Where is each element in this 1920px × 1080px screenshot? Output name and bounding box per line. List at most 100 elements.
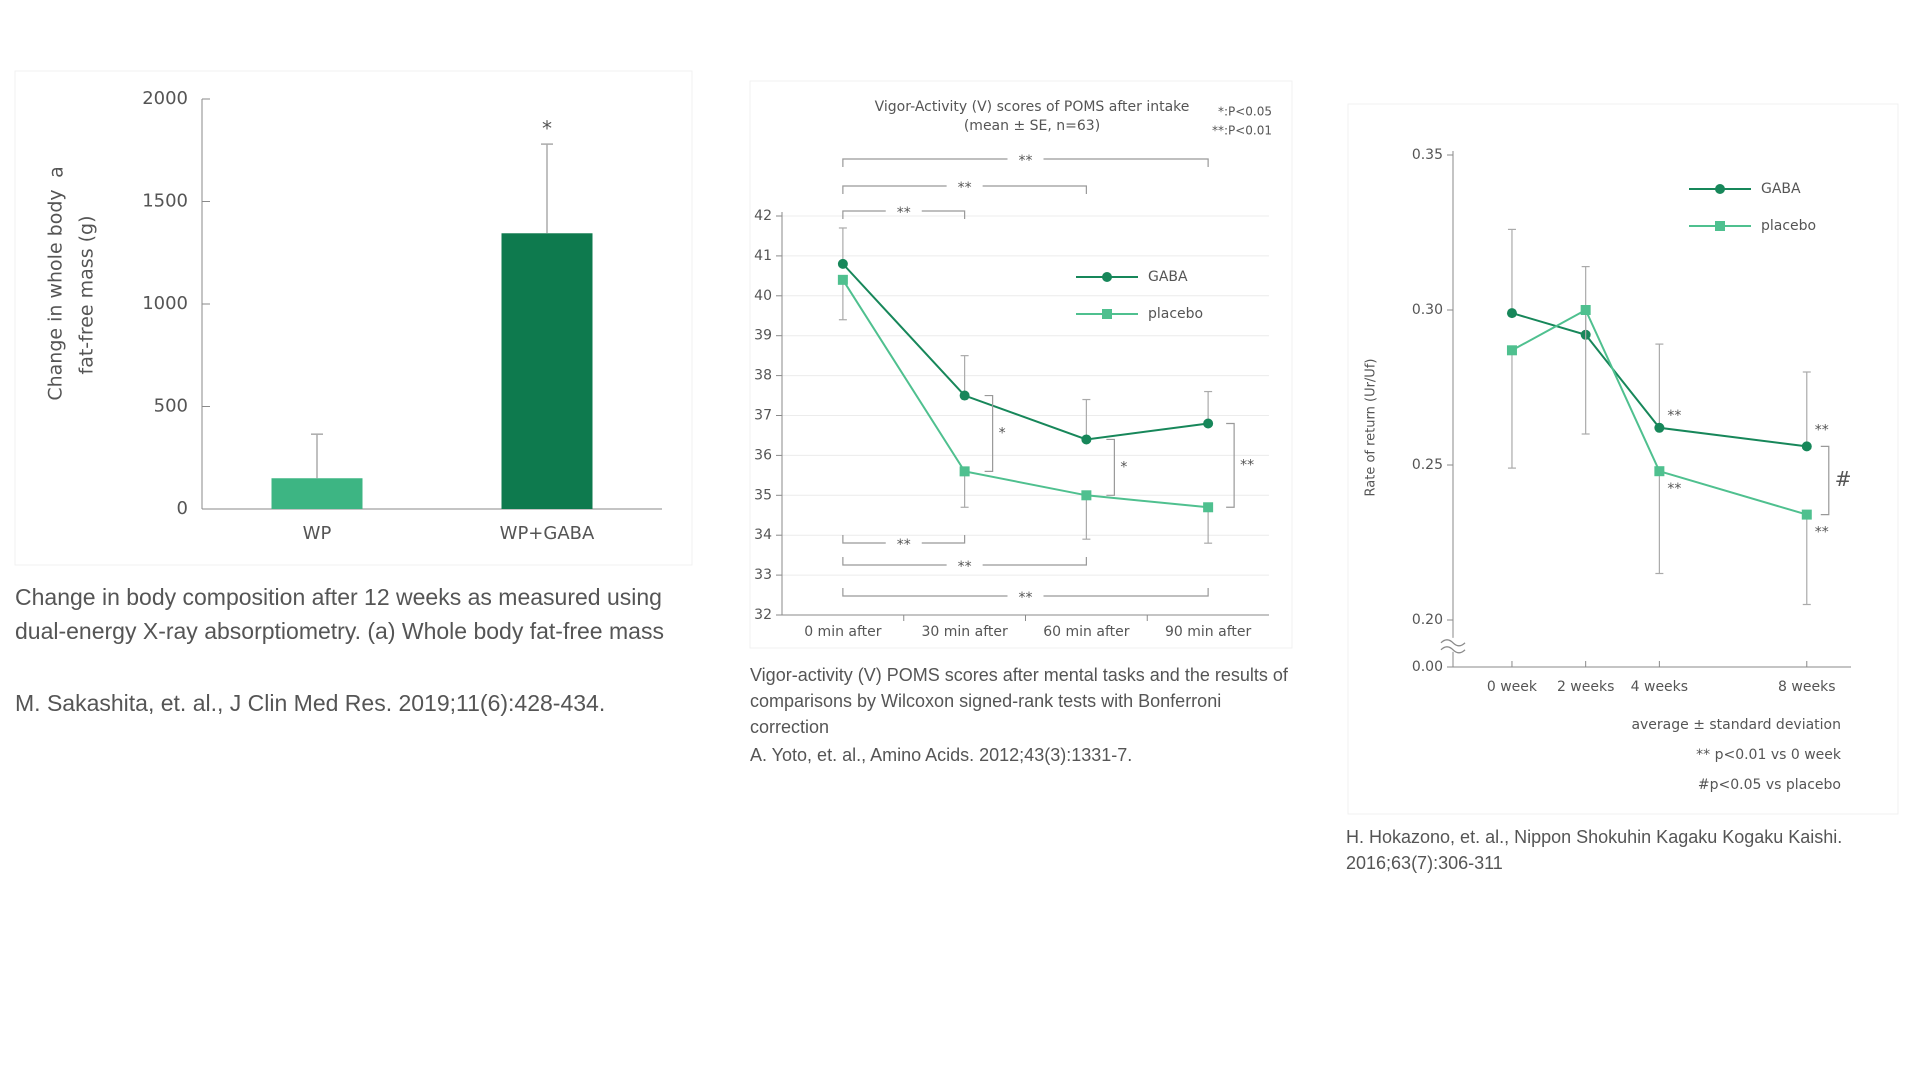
legend-marker xyxy=(1715,184,1725,194)
y-tick-label: 39 xyxy=(754,328,772,344)
x-tick-label: 0 min after xyxy=(804,624,882,640)
bracket xyxy=(842,185,1087,194)
marker xyxy=(1580,305,1591,315)
y-tick-label: 2000 xyxy=(142,88,188,109)
y-tick-label: 38 xyxy=(754,368,772,384)
y-tick-label: 41 xyxy=(754,248,772,264)
y-tick-label: 36 xyxy=(754,447,772,463)
legend-label: placebo xyxy=(1148,306,1203,322)
axis-break-gap xyxy=(1441,637,1465,652)
bar xyxy=(501,233,593,509)
series-line xyxy=(1511,308,1808,516)
y-tick-label: 500 xyxy=(154,396,188,417)
axis-break xyxy=(1440,646,1466,654)
source: H. Hokazono, et. al., Nippon Shokuhin Ka… xyxy=(1346,827,1843,873)
legend-label: GABA xyxy=(1761,181,1801,197)
significance: * xyxy=(542,117,552,141)
x-tick-label: 8 weeks xyxy=(1778,679,1835,695)
significance: ** xyxy=(1815,422,1829,438)
bracket xyxy=(1226,422,1235,508)
significance: ** xyxy=(1667,408,1681,424)
axis-break xyxy=(1440,639,1466,647)
marker xyxy=(1801,441,1812,452)
significance: ** xyxy=(1815,525,1829,541)
bracket xyxy=(842,210,966,219)
y-axis-label: fat-free mass (g) xyxy=(76,215,98,374)
significance: ** xyxy=(897,205,911,221)
significance: ** xyxy=(1019,153,1033,169)
y-tick-label: 0 xyxy=(177,498,188,519)
series-line xyxy=(842,263,1209,441)
bracket xyxy=(1820,445,1830,516)
legend-marker xyxy=(1102,272,1112,282)
panel xyxy=(749,80,1293,649)
source: M. Sakashita, et. al., J Clin Med Res. 2… xyxy=(15,690,606,716)
chart-subtitle: (mean ± SE, n=63) xyxy=(964,118,1100,134)
significance: ** xyxy=(1240,457,1254,473)
x-tick-label: 0 week xyxy=(1487,679,1538,695)
x-tick-label: 60 min after xyxy=(1043,624,1129,640)
marker xyxy=(1654,422,1665,433)
significance: ** xyxy=(1019,590,1033,606)
x-tick-label: WP+GABA xyxy=(500,523,595,544)
marker xyxy=(959,390,970,401)
y-tick-label: 0.20 xyxy=(1412,612,1443,628)
x-tick-label: 2 weeks xyxy=(1557,679,1614,695)
x-tick-label: WP xyxy=(303,523,332,544)
note: ** p<0.01 vs 0 week xyxy=(1696,747,1842,763)
y-axis-label: Rate of return (Ur/Uf) xyxy=(1364,359,1379,497)
significance: ** xyxy=(958,180,972,196)
y-tick-label: 32 xyxy=(754,607,772,623)
significance: ** xyxy=(1667,481,1681,497)
significance: ** xyxy=(897,537,911,553)
bracket xyxy=(1106,438,1115,496)
bracket xyxy=(842,158,1209,167)
caption: Vigor-activity (V) POMS scores after men… xyxy=(750,665,1288,737)
x-tick-label: 90 min after xyxy=(1165,624,1251,640)
legend-label: GABA xyxy=(1148,269,1188,285)
marker xyxy=(1081,434,1092,445)
y-tick-label: 42 xyxy=(754,208,772,224)
marker xyxy=(837,258,848,269)
y-tick-label: 0.30 xyxy=(1412,302,1443,318)
y-tick-label: 0.00 xyxy=(1412,659,1443,675)
bracket xyxy=(842,557,1087,566)
y-tick-label: 0.25 xyxy=(1412,457,1443,473)
y-tick-label: 33 xyxy=(754,567,772,583)
series-line xyxy=(1511,312,1807,448)
source: A. Yoto, et. al., Amino Acids. 2012;43(3… xyxy=(750,745,1133,765)
caption: Change in body composition after 12 week… xyxy=(15,584,664,644)
marker xyxy=(1506,345,1517,356)
y-tick-label: 37 xyxy=(754,408,772,424)
note: **:P<0.01 xyxy=(1212,124,1272,138)
note: *:P<0.05 xyxy=(1218,105,1272,119)
legend-label: placebo xyxy=(1761,218,1816,234)
marker xyxy=(837,274,848,285)
y-tick-label: 35 xyxy=(754,487,772,503)
significance: * xyxy=(999,425,1006,441)
marker xyxy=(959,466,970,477)
significance: ** xyxy=(958,559,972,575)
bracket xyxy=(842,535,966,544)
y-axis-label: Change in whole body xyxy=(45,189,67,400)
y-tick-label: 1000 xyxy=(142,293,188,314)
bar xyxy=(271,478,363,509)
panel-label: a xyxy=(46,166,68,178)
x-tick-label: 4 weeks xyxy=(1631,679,1688,695)
significance: * xyxy=(1120,459,1127,475)
marker xyxy=(1203,418,1214,429)
marker xyxy=(1203,502,1214,513)
marker xyxy=(1654,466,1665,477)
marker xyxy=(1081,490,1092,501)
bracket xyxy=(842,588,1209,597)
series-line xyxy=(842,279,1209,509)
x-tick-label: 30 min after xyxy=(922,624,1008,640)
note: #p<0.05 vs placebo xyxy=(1698,777,1841,793)
marker xyxy=(1801,509,1812,520)
bracket xyxy=(984,394,994,472)
y-tick-label: 40 xyxy=(754,288,772,304)
marker xyxy=(1506,308,1517,319)
panel xyxy=(14,70,693,566)
